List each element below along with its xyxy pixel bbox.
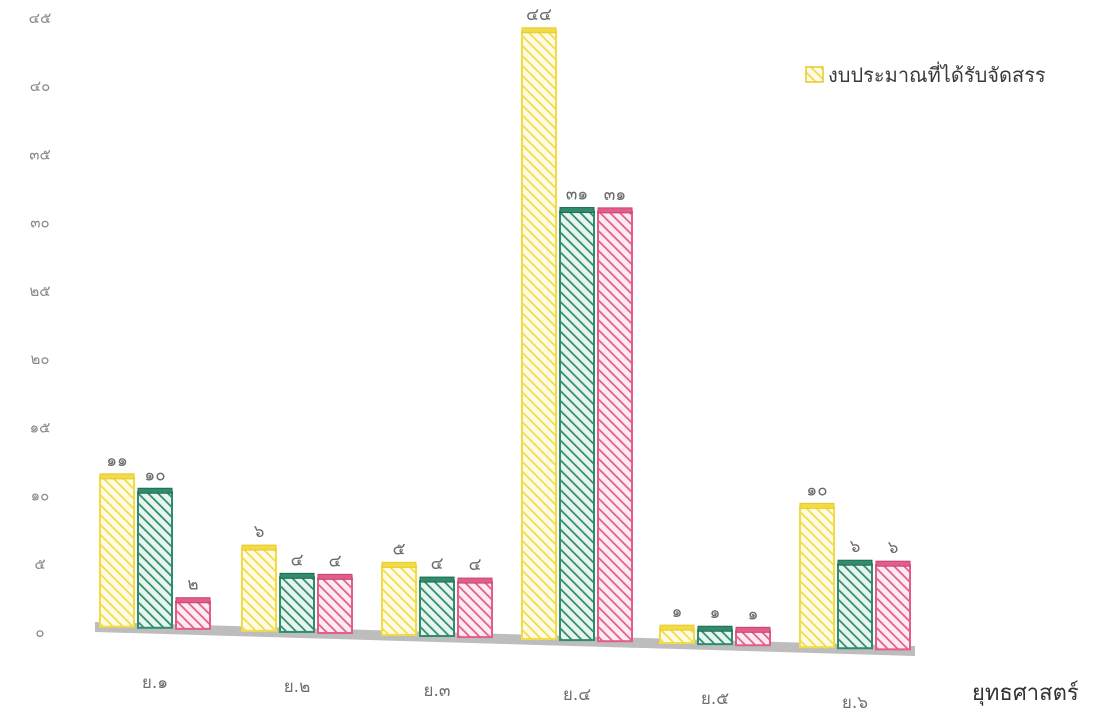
bar-cap-2-6 (837, 559, 873, 566)
bar-cap-3-3 (457, 577, 493, 584)
legend-swatch (805, 66, 824, 83)
bar-3-5 (735, 630, 771, 647)
data-label-2-3: ๔ (431, 554, 444, 574)
bar-3-1 (175, 600, 211, 630)
data-label-1-2: ๖ (254, 522, 265, 542)
data-label-3-2: ๔ (329, 551, 342, 571)
bar-1-5 (659, 628, 695, 645)
bar-cap-1-5 (659, 624, 695, 631)
bar-2-2 (279, 576, 315, 633)
y-tick-label: ๒๕ (29, 282, 50, 300)
data-labels-group: ๑๑๑๐๒๖๔ ๔๕๔ ๔๔๔๓๑ ๓๑๑๑๑๑๐๖๖ (106, 5, 898, 625)
bar-cap-3-6 (875, 560, 911, 567)
bar-2-5 (697, 629, 733, 646)
bars-group (99, 27, 911, 651)
data-label-1-6: ๑๐ (806, 480, 827, 500)
bar-cap-2-3 (419, 576, 455, 583)
bar-cap-2-2 (279, 572, 315, 579)
y-tick-label: ๔๕ (29, 9, 52, 27)
bar-cap-3-1 (175, 597, 211, 604)
data-label-1-4: ๔๔ (526, 5, 552, 25)
bar-3-6 (875, 564, 911, 651)
x-tick-label: ย.๔ (563, 685, 591, 705)
x-tick-label: ย.๓ (424, 681, 451, 701)
bar-1-6 (799, 506, 835, 649)
x-tick-label: ย.๖ (842, 693, 868, 713)
data-label-2-2: ๔ (291, 550, 304, 570)
y-tick-label: ๔๐ (30, 77, 51, 95)
bar-1-3 (381, 565, 417, 636)
data-label-2-5: ๑ (710, 603, 721, 623)
bar-cap-1-3 (381, 561, 417, 568)
bar-2-4 (559, 210, 595, 642)
y-tick-label: ๕ (34, 555, 45, 573)
chart-floor (95, 622, 915, 656)
bar-1-1 (99, 476, 135, 628)
y-tick-label: ๑๕ (30, 418, 51, 436)
x-tick-label: ย.๒ (284, 677, 311, 697)
bar-cap-1-6 (799, 502, 835, 509)
bar-2-6 (837, 563, 873, 650)
y-tick-label: ๐ (35, 623, 44, 641)
data-label-1-1: ๑๑ (106, 451, 128, 471)
bar-cap-2-4 (559, 207, 595, 214)
legend: งบประมาณที่ได้รับจัดสรร (805, 61, 1046, 87)
bar-cap-1-2 (241, 544, 277, 551)
data-label-3-3: ๔ (469, 555, 482, 575)
bar-3-3 (457, 581, 493, 639)
data-label-3-1: ๒ (187, 575, 198, 595)
bar-cap-1-1 (99, 473, 135, 480)
bar-cap-3-5 (735, 626, 771, 633)
bar-1-2 (241, 548, 277, 632)
data-label-3-4: ๓๑ (604, 185, 626, 205)
bar-cap-2-5 (697, 625, 733, 632)
bar-3-4 (597, 210, 633, 643)
legend-label: งบประมาณที่ได้รับจัดสรร (828, 61, 1046, 87)
y-tick-label: ๑๐ (31, 487, 50, 505)
bar-1-4 (521, 30, 557, 640)
bar-3-2 (317, 577, 353, 635)
x-axis: ย.๑ ย.๒ ย.๓ ย.๔ ย.๕ ย.๖ (142, 673, 868, 713)
data-label-2-4: ๓๑ (566, 185, 588, 205)
bar-cap-2-1 (137, 487, 173, 494)
x-axis-title: ยุทธศาสตร์ (972, 681, 1079, 706)
bar-cap-3-2 (317, 573, 353, 580)
data-label-3-5: ๑ (748, 604, 759, 624)
bar-2-3 (419, 580, 455, 638)
bar-cap-3-4 (597, 207, 633, 214)
data-label-3-6: ๖ (888, 538, 899, 558)
y-tick-label: ๓๐ (30, 214, 49, 232)
x-tick-label: ย.๑ (142, 673, 168, 693)
y-tick-label: ๓๕ (29, 145, 51, 163)
y-axis: ๐ ๕ ๑๐ ๑๕ ๒๐ ๒๕ ๓๐ ๓๕ ๔๐ ๔๕ (29, 9, 52, 641)
y-tick-label: ๒๐ (30, 350, 49, 368)
bar-2-1 (137, 491, 173, 629)
data-label-2-1: ๑๐ (144, 465, 165, 485)
x-tick-label: ย.๕ (701, 689, 729, 709)
bar-cap-1-4 (521, 27, 557, 34)
data-label-1-3: ๕ (393, 539, 406, 559)
data-label-2-6: ๖ (850, 537, 861, 557)
data-label-1-5: ๑ (672, 602, 683, 622)
